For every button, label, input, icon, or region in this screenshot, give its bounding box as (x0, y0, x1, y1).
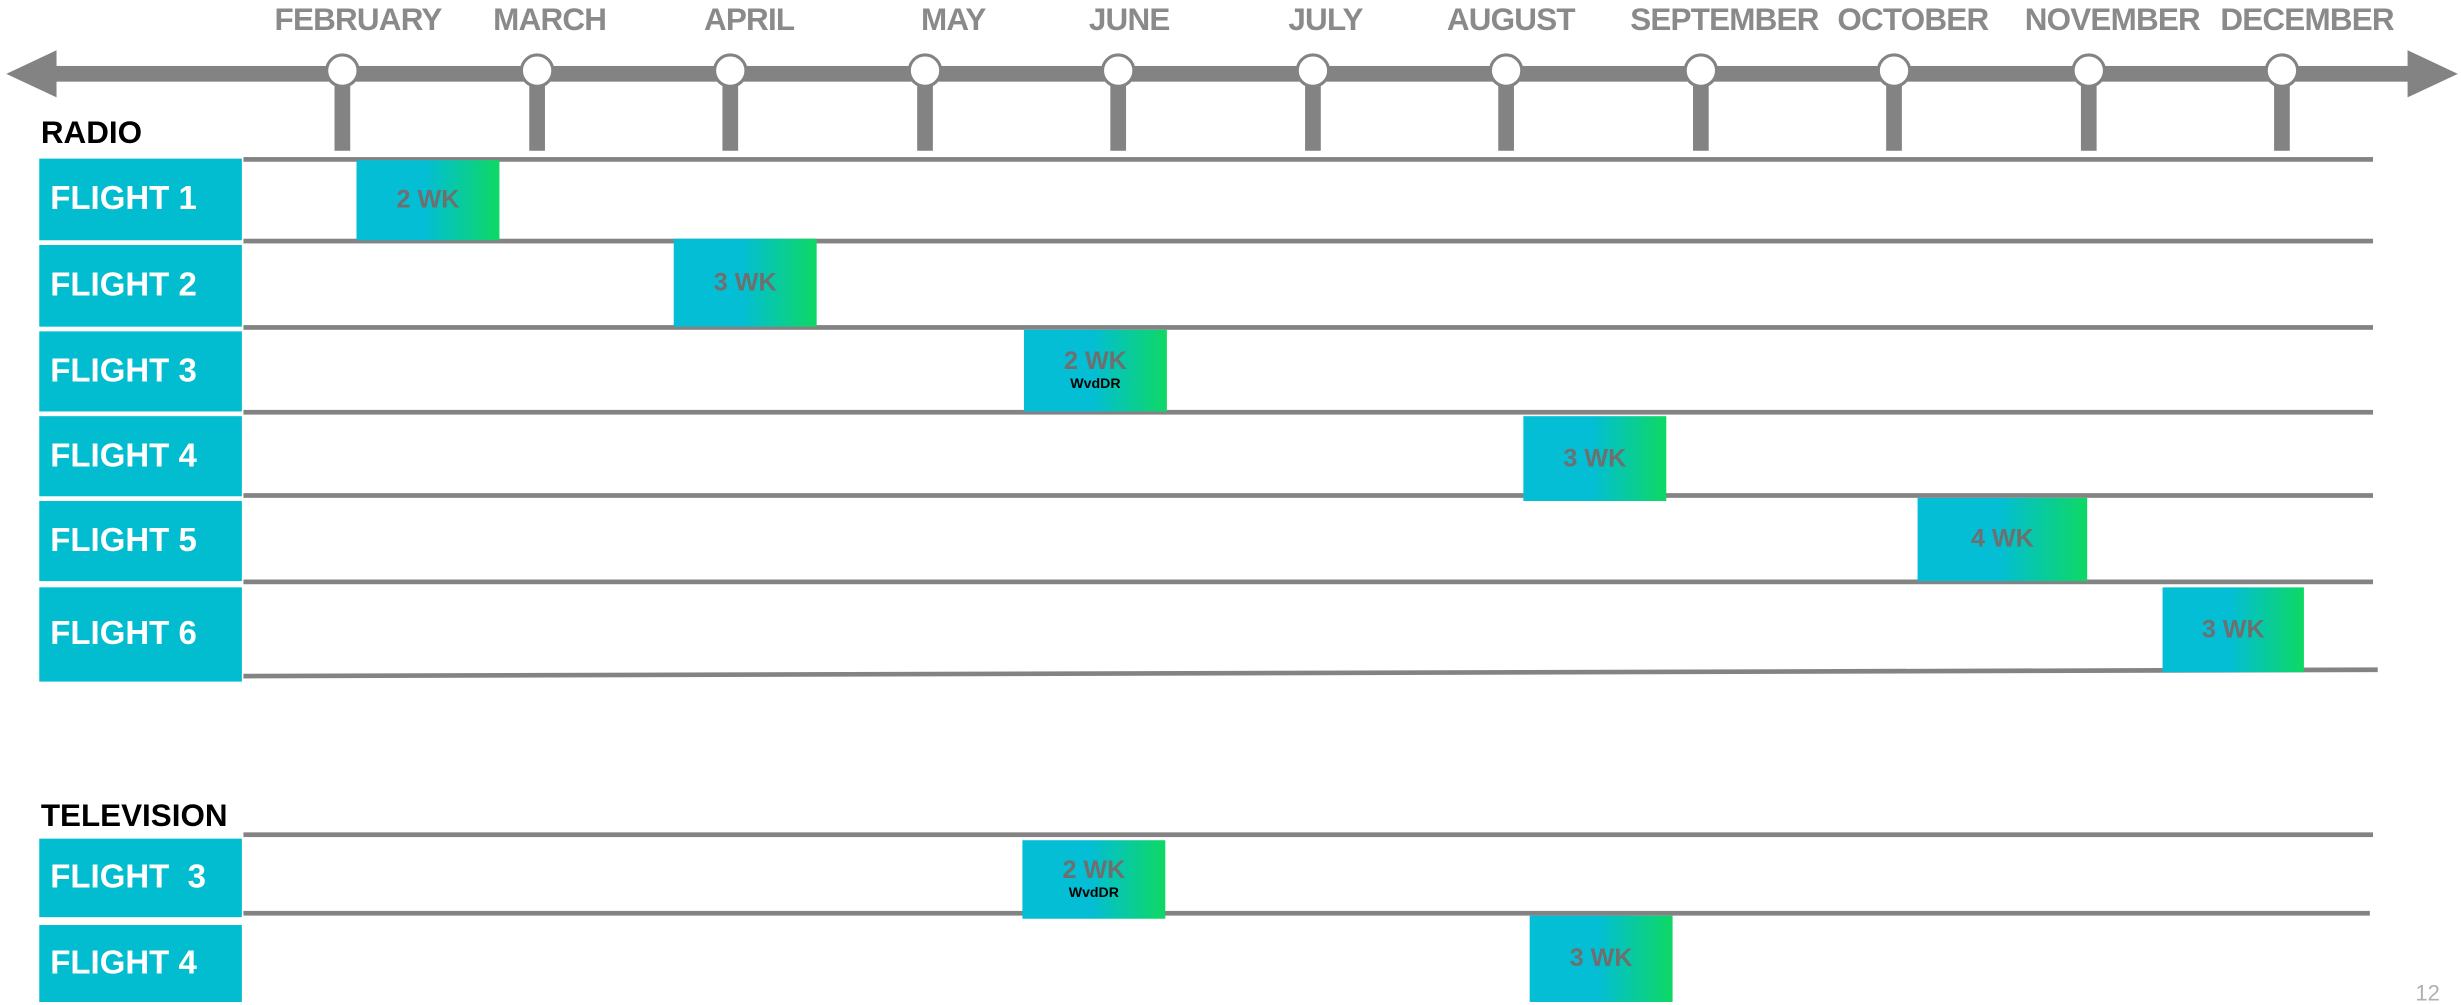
flight-duration: 2 WK (396, 186, 460, 214)
month-marker-stem (1692, 81, 1709, 151)
flight-block: 3 WK (1523, 416, 1667, 501)
month-label-june: JUNE (1088, 3, 1170, 38)
month-marker-node-icon (2264, 53, 2300, 88)
row-divider (243, 157, 2374, 162)
flight-duration: 3 WK (713, 269, 777, 297)
month-marker-node-icon (1100, 53, 1136, 88)
flight-block: 3 WK (2162, 587, 2304, 673)
page-number: 12 (2415, 979, 2440, 1005)
month-marker-stem (1110, 81, 1127, 151)
radio-section-title: RADIO (40, 116, 143, 151)
flight-block: 2 WK WvdDR (1023, 329, 1167, 412)
month-marker-stem (529, 81, 545, 151)
month-label-august: AUGUST (1446, 3, 1576, 38)
flight-duration: 2 WK (1064, 348, 1127, 376)
month-marker-stem (1305, 81, 1321, 151)
row-divider (243, 832, 2374, 838)
month-marker-node-icon (2071, 53, 2107, 88)
row-divider (243, 325, 2374, 330)
month-marker-stem (1886, 81, 1902, 151)
radio-row-label: FLIGHT 3 (39, 331, 242, 412)
flight-duration: 3 WK (1563, 445, 1627, 472)
radio-row-label: FLIGHT 6 (39, 587, 242, 682)
month-marker-stem (2080, 81, 2097, 151)
flight-note: WvdDR (1068, 884, 1119, 900)
month-label-november: NOVEMBER (2024, 3, 2201, 38)
month-label-july: JULY (1288, 3, 1363, 38)
month-marker-node-icon (713, 53, 748, 88)
month-marker-node-icon (1488, 53, 1524, 88)
timeline-axis (34, 65, 2425, 82)
radio-row-label: FLIGHT 4 (39, 416, 242, 497)
month-label-february: FEBRUARY (274, 3, 443, 38)
month-label-april: APRIL (703, 3, 795, 38)
row-divider (243, 493, 2374, 498)
flight-block: 2 WK (356, 160, 500, 241)
month-marker-node-icon (1295, 53, 1331, 88)
flight-duration: 2 WK (1062, 857, 1126, 885)
television-section-title: TELEVISION (40, 799, 228, 834)
month-label-december: DECEMBER (2220, 3, 2394, 38)
flight-block: 3 WK (673, 238, 817, 327)
row-divider (243, 910, 2370, 916)
month-marker-node-icon (1683, 53, 1719, 88)
flight-duration: 4 WK (1970, 526, 2034, 553)
month-marker-stem (722, 81, 739, 151)
row-divider (243, 238, 2374, 244)
month-marker-node-icon (519, 53, 555, 88)
month-marker-stem (1498, 81, 1514, 151)
flight-block: 3 WK (1529, 915, 1673, 1002)
row-divider (243, 667, 2378, 679)
television-row-label: FLIGHT 4 (39, 925, 242, 1002)
timeline-arrow-right-icon (2407, 50, 2458, 98)
month-marker-stem (917, 81, 933, 151)
row-divider (243, 409, 2374, 415)
month-label-may: MAY (921, 3, 986, 38)
flight-duration: 3 WK (1569, 945, 1633, 973)
month-label-march: MARCH (493, 3, 607, 38)
month-marker-node-icon (325, 53, 360, 88)
month-marker-stem (2274, 81, 2290, 151)
radio-row-label: FLIGHT 1 (39, 158, 242, 241)
flight-note: WvdDR (1070, 375, 1121, 392)
month-marker-node-icon (1876, 53, 1912, 88)
radio-row-label: FLIGHT 2 (39, 244, 242, 327)
row-divider (243, 579, 2374, 585)
radio-row-label: FLIGHT 5 (39, 500, 242, 582)
flight-duration: 3 WK (2201, 616, 2265, 644)
month-label-october: OCTOBER (1837, 3, 1989, 38)
month-label-september: SEPTEMBER (1630, 3, 1819, 38)
television-row-label: FLIGHT 3 (39, 838, 242, 918)
flight-block: 2 WK WvdDR (1022, 840, 1166, 919)
flight-block: 4 WK (1917, 497, 2088, 582)
month-marker-stem (334, 81, 351, 151)
month-marker-node-icon (907, 53, 943, 88)
